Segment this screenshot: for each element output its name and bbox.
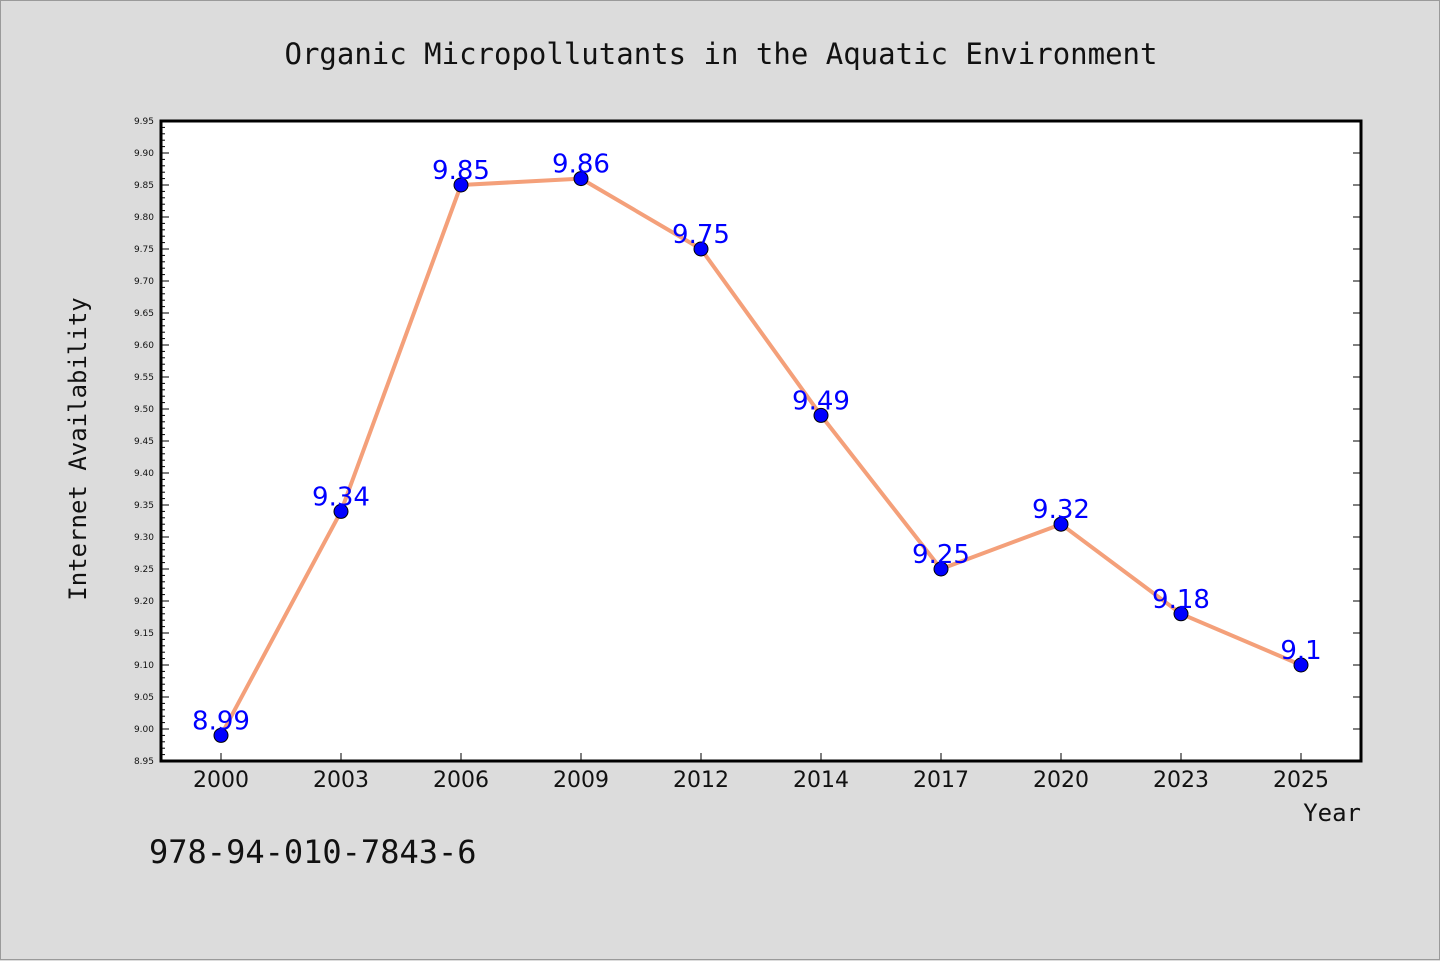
x-tick-label: 2025 [1273, 768, 1329, 793]
y-tick-label: 9.50 [134, 405, 154, 415]
data-point [1053, 516, 1069, 532]
y-tick-label: 9.45 [134, 437, 154, 447]
data-point [933, 561, 949, 577]
data-label: 8.99 [192, 706, 250, 736]
x-axis-label: Year [1303, 799, 1361, 827]
data-label: 9.86 [552, 150, 610, 180]
y-tick-label: 9.40 [134, 469, 154, 479]
y-tick-label: 9.70 [134, 277, 154, 287]
y-tick-label: 9.75 [134, 245, 154, 255]
y-tick-label: 9.80 [134, 213, 154, 223]
isbn-text: 978-94-010-7843-6 [149, 833, 477, 871]
x-tick-label: 2020 [1033, 768, 1089, 793]
y-tick-label: 9.55 [134, 373, 154, 383]
y-tick-label: 9.85 [134, 181, 154, 191]
x-tick-label: 2012 [673, 768, 729, 793]
x-tick-label: 2023 [1153, 768, 1209, 793]
y-tick-label: 8.95 [134, 757, 154, 767]
chart-title: Organic Micropollutants in the Aquatic E… [285, 37, 1158, 71]
plot-area [159, 119, 1363, 763]
data-point [213, 727, 229, 743]
data-point [453, 177, 469, 193]
y-tick-label: 9.90 [134, 149, 154, 159]
data-point [1173, 606, 1189, 622]
y-tick-label: 9.15 [134, 629, 154, 639]
x-tick-label: 2003 [313, 768, 369, 793]
data-label: 9.18 [1152, 585, 1210, 615]
y-tick-label: 9.60 [134, 341, 154, 351]
x-tick-label: 2000 [193, 768, 249, 793]
y-tick-label: 9.25 [134, 565, 154, 575]
x-tick-label: 2014 [793, 768, 849, 793]
data-point [813, 407, 829, 423]
y-tick-label: 9.35 [134, 501, 154, 511]
y-tick-label: 9.00 [134, 725, 154, 735]
data-point [1293, 657, 1309, 673]
y-tick-label: 9.05 [134, 693, 154, 703]
data-label: 9.49 [792, 386, 850, 416]
y-tick-label: 9.10 [134, 661, 154, 671]
x-tick-label: 2006 [433, 768, 489, 793]
series-line [219, 176, 1302, 737]
y-tick-label: 9.65 [134, 309, 154, 319]
data-point [693, 241, 709, 257]
data-label: 9.32 [1032, 495, 1090, 525]
data-label: 9.75 [672, 220, 730, 250]
y-axis-label: Internet Availability [64, 297, 92, 600]
y-tick-label: 9.30 [134, 533, 154, 543]
data-label: 9.85 [432, 156, 490, 186]
data-label: 9.1 [1280, 636, 1321, 666]
y-tick-label: 9.20 [134, 597, 154, 607]
data-label: 9.25 [912, 540, 970, 570]
data-point [333, 503, 349, 519]
y-tick-label: 9.95 [134, 117, 154, 127]
x-tick-label: 2009 [553, 768, 609, 793]
data-label: 9.34 [312, 482, 370, 512]
x-tick-label: 2017 [913, 768, 969, 793]
data-point [573, 171, 589, 187]
